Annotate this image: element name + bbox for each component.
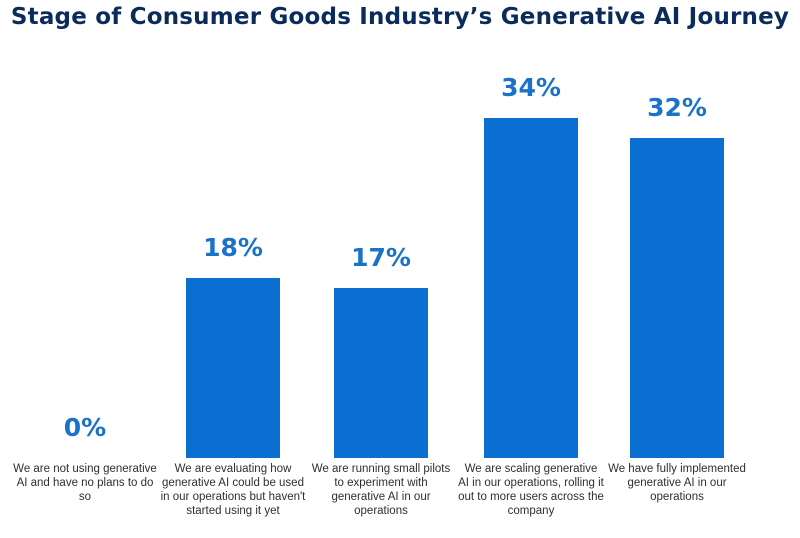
value-label-5: 32%	[647, 93, 707, 122]
bar-5	[630, 138, 724, 458]
value-label-4: 34%	[501, 73, 561, 102]
value-label-1: 0%	[64, 413, 106, 442]
value-label-3: 17%	[351, 243, 411, 272]
value-label-2: 18%	[203, 233, 263, 262]
bar-4	[484, 118, 578, 458]
bar-3	[334, 288, 428, 458]
bar-2	[186, 278, 280, 458]
category-label-3: We are running small pilots to experimen…	[311, 463, 451, 517]
category-label-2: We are evaluating how generative AI coul…	[160, 463, 306, 517]
category-label-5: We have fully implemented generative AI …	[608, 463, 746, 503]
category-label-1: We are not using generative AI and have …	[13, 463, 157, 503]
chart-title: Stage of Consumer Goods Industry’s Gener…	[10, 4, 790, 30]
category-label-4: We are scaling generative AI in our oper…	[458, 463, 604, 517]
